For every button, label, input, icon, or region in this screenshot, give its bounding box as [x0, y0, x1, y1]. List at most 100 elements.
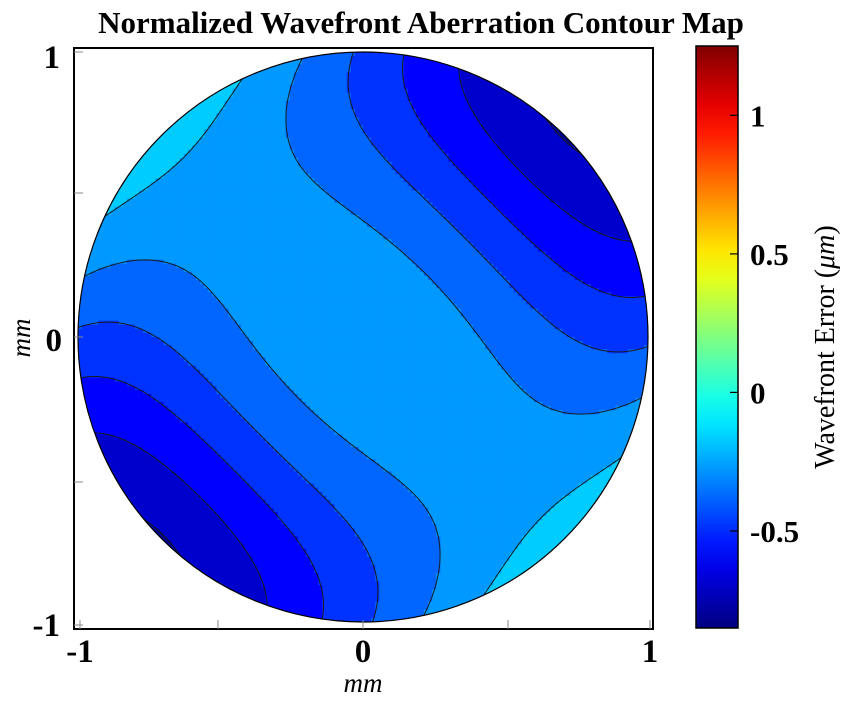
contour-cell: [420, 190, 425, 196]
contour-cell: [330, 161, 336, 167]
contour-cell: [244, 174, 250, 179]
contour-cell: [383, 92, 389, 98]
contour-cell: [326, 60, 332, 65]
contour-cell: [297, 239, 303, 244]
contour-cell: [371, 133, 376, 139]
contour-cell: [289, 68, 295, 73]
contour-cell: [403, 80, 409, 86]
contour-cell: [472, 121, 478, 126]
contour-cell: [489, 239, 494, 244]
contour-cell: [485, 145, 490, 151]
contour-cell: [293, 223, 299, 228]
contour-cell: [595, 243, 600, 249]
contour-cell: [363, 157, 368, 163]
contour-cell: [354, 186, 360, 192]
contour-cell: [330, 218, 336, 224]
contour-cell: [472, 231, 478, 236]
contour-cell: [114, 223, 120, 228]
contour-cell: [135, 202, 140, 208]
contour-cell: [546, 243, 551, 249]
contour-cell: [192, 129, 197, 135]
contour-cell: [130, 231, 136, 236]
contour-cell: [301, 100, 307, 106]
contour-cell: [358, 186, 364, 192]
contour-cell: [306, 210, 311, 216]
contour-cell: [179, 186, 185, 192]
contour-cell: [477, 210, 482, 216]
contour-cell: [383, 153, 389, 159]
contour-cell: [501, 96, 507, 102]
contour-cell: [135, 251, 140, 257]
contour-cell: [477, 137, 482, 143]
contour-cell: [468, 170, 474, 175]
contour-cell: [513, 174, 519, 179]
contour-cell: [187, 214, 193, 220]
contour-cell: [163, 198, 169, 204]
contour-cell: [310, 227, 315, 232]
contour-cell: [444, 166, 450, 171]
contour-cell: [163, 137, 169, 143]
contour-cell: [314, 137, 319, 143]
contour-cell: [342, 194, 348, 200]
contour-cell: [216, 198, 222, 204]
contour-cell: [244, 218, 250, 224]
contour-cell: [334, 166, 340, 171]
contour-cell: [619, 247, 625, 253]
contour-cell: [354, 243, 360, 249]
contour-cell: [367, 84, 372, 90]
contour-cell: [285, 251, 291, 257]
contour-cell: [428, 125, 433, 130]
contour-cell: [407, 64, 413, 69]
contour-cell: [367, 125, 372, 130]
contour-cell: [187, 206, 193, 212]
contour-cell: [546, 129, 551, 135]
contour-cell: [350, 166, 356, 171]
contour-cell: [460, 206, 466, 212]
contour-cell: [326, 145, 332, 151]
contour-cell: [338, 235, 344, 240]
contour-cell: [493, 227, 498, 232]
contour-cell: [196, 210, 201, 216]
contour-cell: [293, 76, 299, 82]
contour-cell: [306, 84, 311, 90]
contour-cell: [306, 141, 311, 147]
contour-cell: [521, 235, 527, 240]
contour-cell: [399, 223, 405, 228]
contour-cell: [363, 210, 368, 216]
contour-cell: [159, 178, 165, 183]
contour-cell: [322, 117, 327, 122]
contour-cell: [529, 137, 535, 143]
contour-cell: [318, 251, 323, 257]
contour-cell: [363, 239, 368, 244]
contour-cell: [155, 231, 161, 236]
contour-cell: [277, 190, 283, 196]
contour-cell: [363, 64, 368, 69]
contour-cell: [550, 166, 555, 171]
contour-cell: [244, 121, 250, 126]
contour-cell: [464, 117, 470, 122]
contour-cell: [289, 96, 295, 102]
contour-cell: [249, 133, 254, 139]
contour-cell: [411, 243, 417, 249]
contour-cell: [505, 190, 511, 196]
contour-cell: [554, 235, 560, 240]
contour-cell: [135, 178, 140, 183]
contour-cell: [346, 141, 352, 147]
contour-cell: [102, 239, 108, 244]
contour-cell: [477, 109, 482, 114]
contour-cell: [529, 145, 535, 151]
contour-cell: [147, 243, 152, 249]
contour-cell: [126, 223, 132, 228]
contour-cell: [493, 145, 498, 151]
contour-cell: [314, 56, 319, 61]
contour-cell: [534, 223, 539, 228]
contour-cell: [334, 243, 340, 249]
contour-cell: [289, 125, 295, 130]
contour-cell: [550, 190, 555, 196]
contour-cell: [334, 141, 340, 147]
contour-cell: [558, 239, 564, 244]
contour-cell: [196, 235, 201, 240]
contour-cell: [232, 231, 238, 236]
contour-cell: [529, 153, 535, 159]
contour-cell: [175, 182, 181, 187]
